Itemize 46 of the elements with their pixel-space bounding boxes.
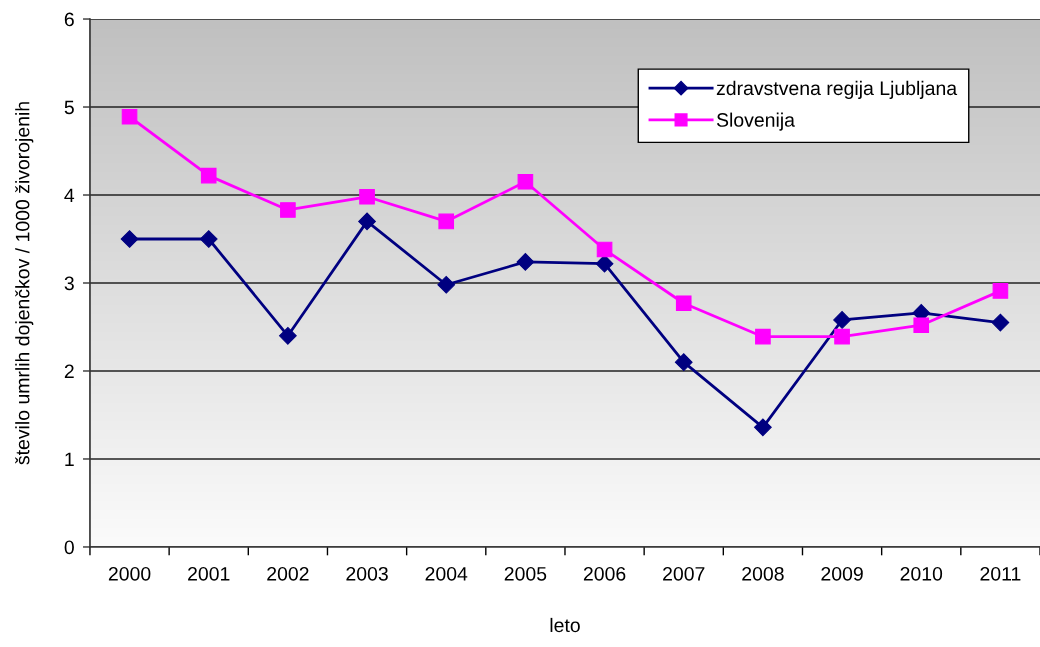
y-tick-label: 2 [64,364,74,379]
point [121,108,138,125]
y-tick-label: 1 [65,452,74,467]
point [913,317,930,334]
x-tick-label: 2010 [900,566,943,581]
y-tick-label: 0 [64,540,74,555]
point [359,188,375,205]
point [834,328,850,345]
point [675,295,692,312]
point [517,174,534,190]
point [992,283,1009,299]
point [516,253,535,271]
x-tick-label: 2004 [425,566,468,581]
point [754,418,772,437]
point [438,213,455,230]
y-tick-label: 6 [64,12,74,27]
legend-label: Slovenija [716,112,795,131]
point [755,328,771,345]
x-tick-label: 2001 [188,566,230,581]
x-tick-label: 2000 [108,566,151,581]
x-tick-label: 2009 [821,566,863,581]
x-tick-label: 2011 [980,566,1021,581]
x-axis-title: leto [550,617,580,633]
x-tick-label: 2007 [663,566,705,581]
point [437,275,456,294]
point [280,202,296,218]
point [199,230,218,248]
point [120,230,139,248]
y-tick-label: 4 [64,188,75,203]
x-tick-label: 2005 [504,566,547,581]
point [833,311,851,329]
x-tick-label: 2006 [583,566,626,581]
x-tick-label: 2003 [346,566,388,581]
point [674,353,693,372]
y-tick-label: 3 [64,276,74,291]
y-tick-label: 5 [64,100,74,115]
x-tick-label: 2008 [742,566,784,581]
x-tick-label: 2002 [267,566,309,581]
point [595,254,614,273]
point [358,212,376,231]
point [991,313,1010,332]
legend-label: zdravstvena regija Ljubljana [716,80,958,99]
point [596,241,613,258]
point [200,167,217,184]
point [279,326,297,345]
y-axis-title: število umrlih dojenčkov / 1000 živorojenih [15,102,34,465]
